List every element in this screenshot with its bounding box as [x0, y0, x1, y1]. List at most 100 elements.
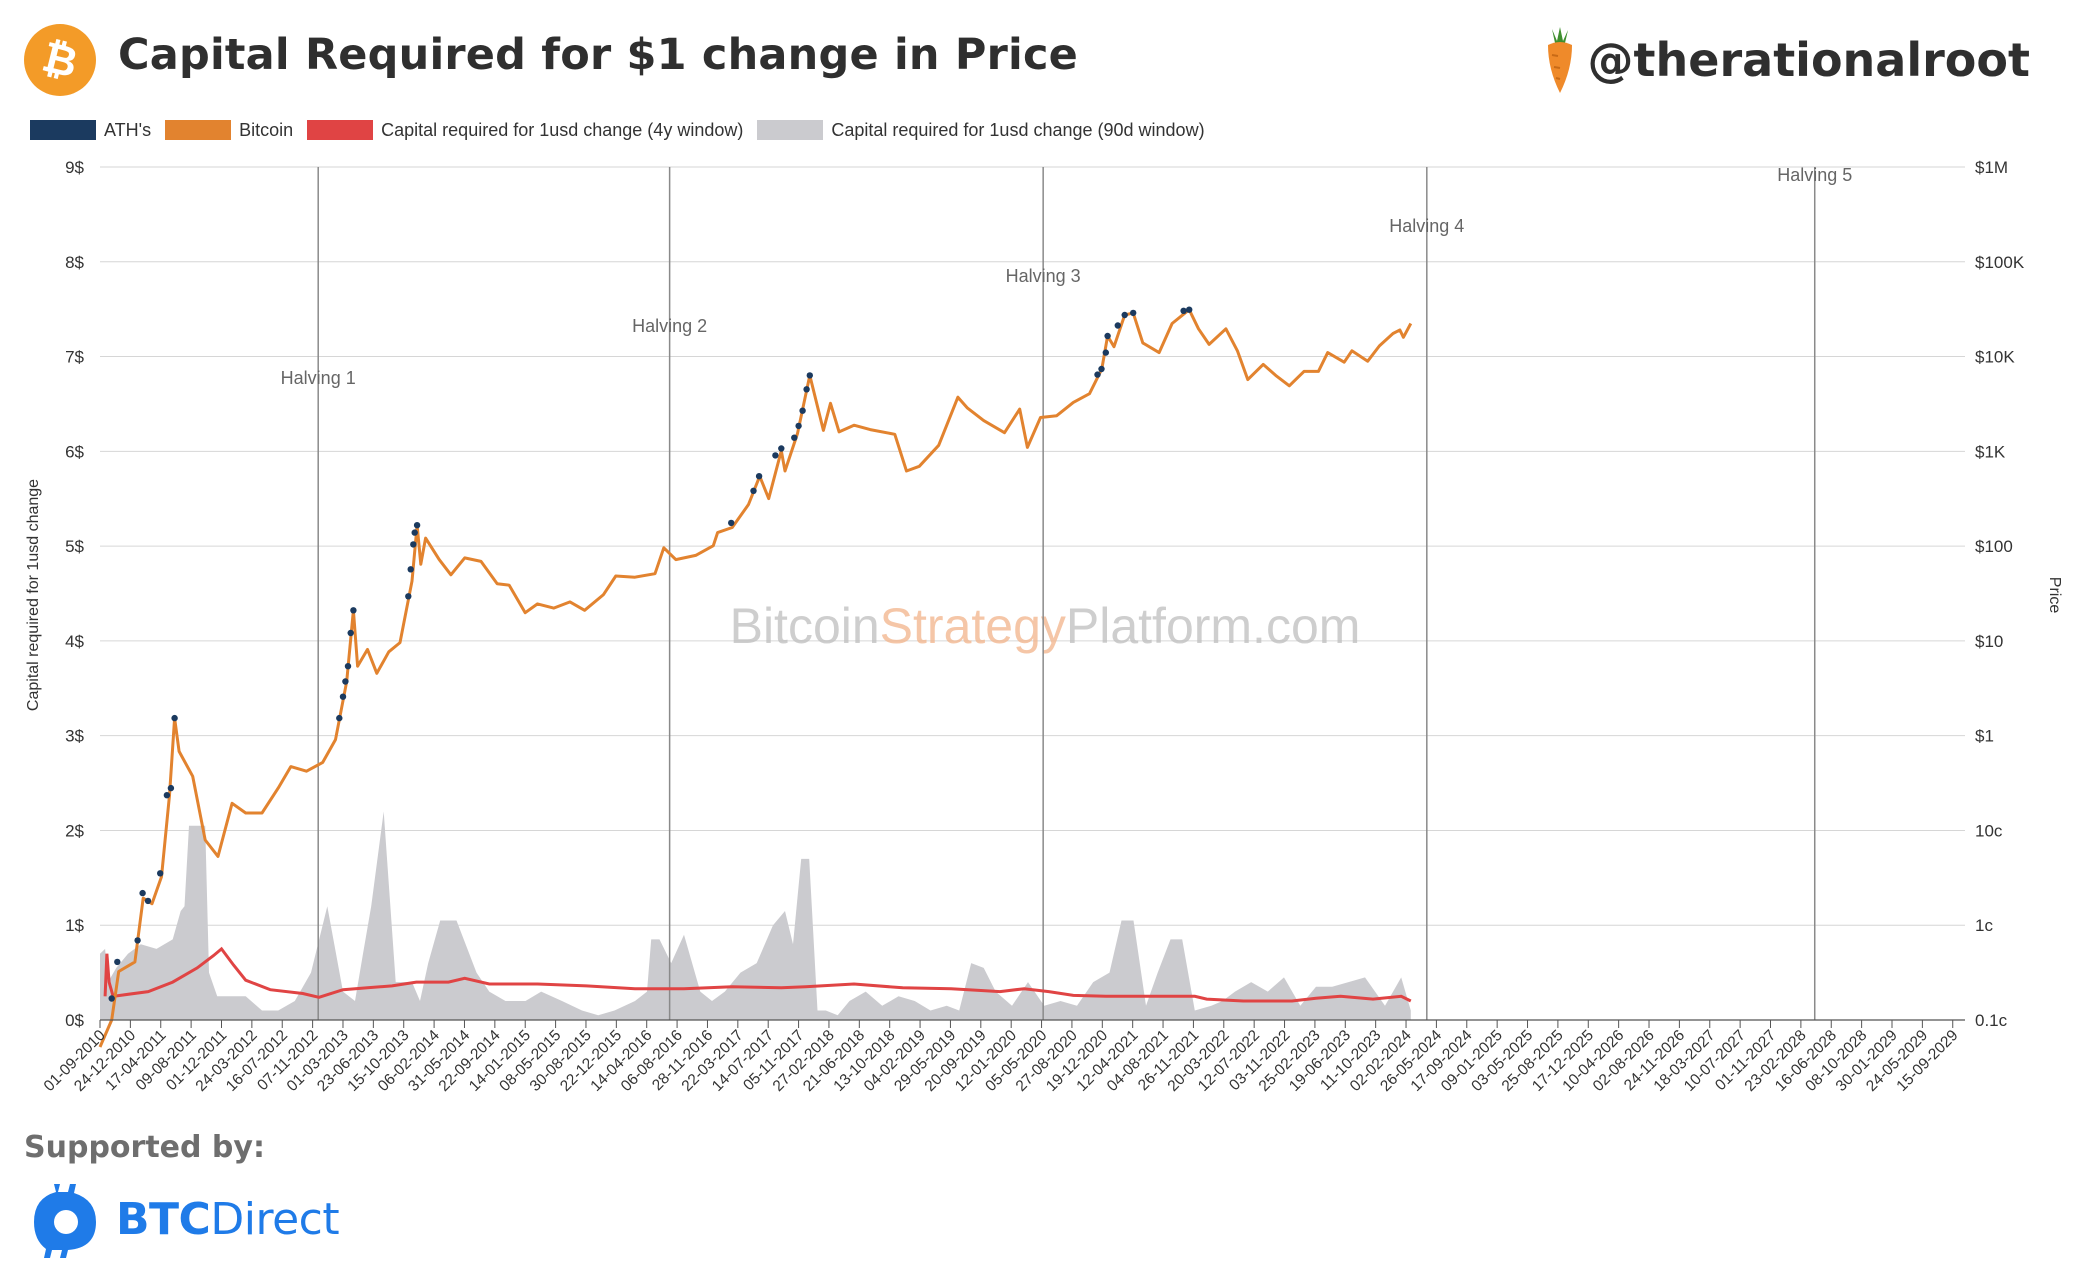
ath-point [1121, 311, 1128, 319]
halving-label: Halving 3 [1006, 266, 1081, 286]
ath-point [157, 870, 164, 877]
y-tick-right: 10c [1975, 821, 2003, 840]
ath-point [167, 784, 175, 792]
y-tick-right: $1K [1975, 442, 2006, 461]
legend-item-ath[interactable]: ATH's [30, 120, 151, 141]
watermark-part-strategy: Strategy [880, 598, 1066, 654]
ath-point [108, 995, 115, 1002]
ath-point [407, 566, 414, 573]
y-tick-left: 8$ [65, 253, 84, 272]
ath-point [1104, 332, 1111, 340]
y-tick-right: $1 [1975, 727, 1994, 746]
y-tick-right: $10K [1975, 348, 2015, 367]
ath-point [1094, 371, 1101, 378]
bitcoin-icon: ₿ [24, 24, 96, 96]
ath-point [413, 522, 421, 529]
y-tick-right: $10 [1975, 632, 2003, 651]
ath-point [1102, 349, 1110, 356]
ath-point [350, 607, 357, 614]
legend-swatch-90d [757, 120, 824, 140]
area-90d [100, 811, 1411, 1020]
sponsor-name-bold: BTC [116, 1193, 211, 1245]
legend-swatch-bitcoin [165, 120, 232, 140]
y-tick-right: $100K [1975, 253, 2025, 272]
legend-item-bitcoin[interactable]: Bitcoin [165, 120, 293, 141]
chart-legend: ATH's Bitcoin Capital required for 1usd … [30, 118, 1219, 142]
sponsor-name-rest: Direct [210, 1193, 340, 1245]
halving-label: Halving 4 [1389, 216, 1464, 236]
y-tick-right: 0.1c [1975, 1011, 2008, 1030]
ath-point [410, 541, 417, 548]
ath-point [772, 452, 779, 459]
y-tick-right: $1M [1975, 158, 2008, 177]
series-4y-window [103, 946, 1412, 1003]
sponsor-name: BTCDirect [116, 1193, 340, 1245]
ath-point [344, 663, 352, 670]
y-axis-left-title: Capital required for 1usd change [25, 479, 42, 711]
series-90d-window [100, 811, 1411, 1020]
y-tick-left: 1$ [65, 916, 84, 935]
author-handle: @therationalroot [1542, 20, 2030, 100]
ath-point [336, 714, 343, 722]
ath-point [1098, 365, 1105, 373]
halving-label: Halving 5 [1777, 165, 1852, 185]
ath-point [171, 714, 178, 722]
legend-swatch-ath [30, 120, 96, 140]
ath-point [1130, 309, 1137, 317]
legend-item-90d[interactable]: Capital required for 1usd change (90d wi… [757, 119, 1205, 141]
ath-point [1114, 322, 1122, 329]
ath-point [778, 445, 785, 452]
halving-label: Halving 2 [632, 316, 707, 336]
ath-point [411, 529, 418, 536]
watermark: BitcoinStrategyPlatform.com [730, 598, 1361, 654]
series-bitcoin-price [98, 308, 1413, 1048]
y-tick-left: 2$ [65, 821, 84, 840]
btcdirect-icon [34, 1184, 96, 1258]
ath-point [405, 593, 412, 600]
sponsor-logo[interactable]: BTCDirect [30, 1178, 340, 1260]
ath-point [803, 386, 810, 393]
ath-point [163, 792, 171, 799]
legend-label-4y: Capital required for 1usd change (4y win… [381, 119, 744, 140]
ath-point [134, 937, 141, 944]
y-tick-left: 6$ [65, 442, 84, 461]
y-tick-right: $100 [1975, 537, 2013, 556]
chart: BitcoinStrategyPlatform.com Halving 1Hal… [25, 158, 2063, 1095]
halving-markers: Halving 1 Halving 2 Halving 3 Halving 4 Halv… [281, 165, 1852, 1020]
ath-point [806, 372, 813, 379]
carrot-icon [1547, 27, 1572, 93]
y-tick-left: 5$ [65, 537, 84, 556]
legend-label-ath: ATH's [104, 119, 152, 140]
ath-point [728, 519, 735, 527]
ath-point [339, 693, 347, 700]
legend-label-bitcoin: Bitcoin [239, 119, 294, 140]
line-bitcoin-price [98, 308, 1413, 1048]
ath-point [144, 897, 152, 905]
header: ₿ Capital Required for $1 change in Pric… [0, 0, 2080, 112]
halving-label: Halving 1 [281, 368, 356, 388]
y-tick-left: 3$ [65, 727, 84, 746]
ath-point [795, 422, 802, 430]
ath-point [791, 434, 798, 441]
ath-point [799, 407, 806, 414]
legend-item-4y[interactable]: Capital required for 1usd change (4y win… [307, 120, 743, 141]
watermark-part-platform: Platform.com [1066, 598, 1361, 654]
ath-point [342, 678, 349, 685]
legend-swatch-4y [307, 120, 374, 140]
y-tick-right: 1c [1975, 916, 1993, 935]
ath-point [347, 629, 354, 637]
page-title: Capital Required for $1 change in Price [118, 30, 1079, 80]
ath-point [1180, 307, 1187, 314]
ath-point [139, 889, 146, 897]
ath-point [1186, 306, 1193, 313]
ath-point [114, 958, 121, 966]
y-tick-left: 7$ [65, 348, 84, 367]
y-axis-right-title: Price [2046, 577, 2063, 614]
watermark-part-bitcoin: Bitcoin [730, 598, 880, 654]
y-tick-left: 4$ [65, 632, 84, 651]
line-4y [103, 946, 1412, 1003]
supported-by-label: Supported by: [24, 1130, 265, 1165]
legend-label-90d: Capital required for 1usd change (90d wi… [831, 119, 1205, 140]
series-ath-points [108, 306, 1193, 1002]
handle-text: @therationalroot [1587, 33, 2030, 87]
